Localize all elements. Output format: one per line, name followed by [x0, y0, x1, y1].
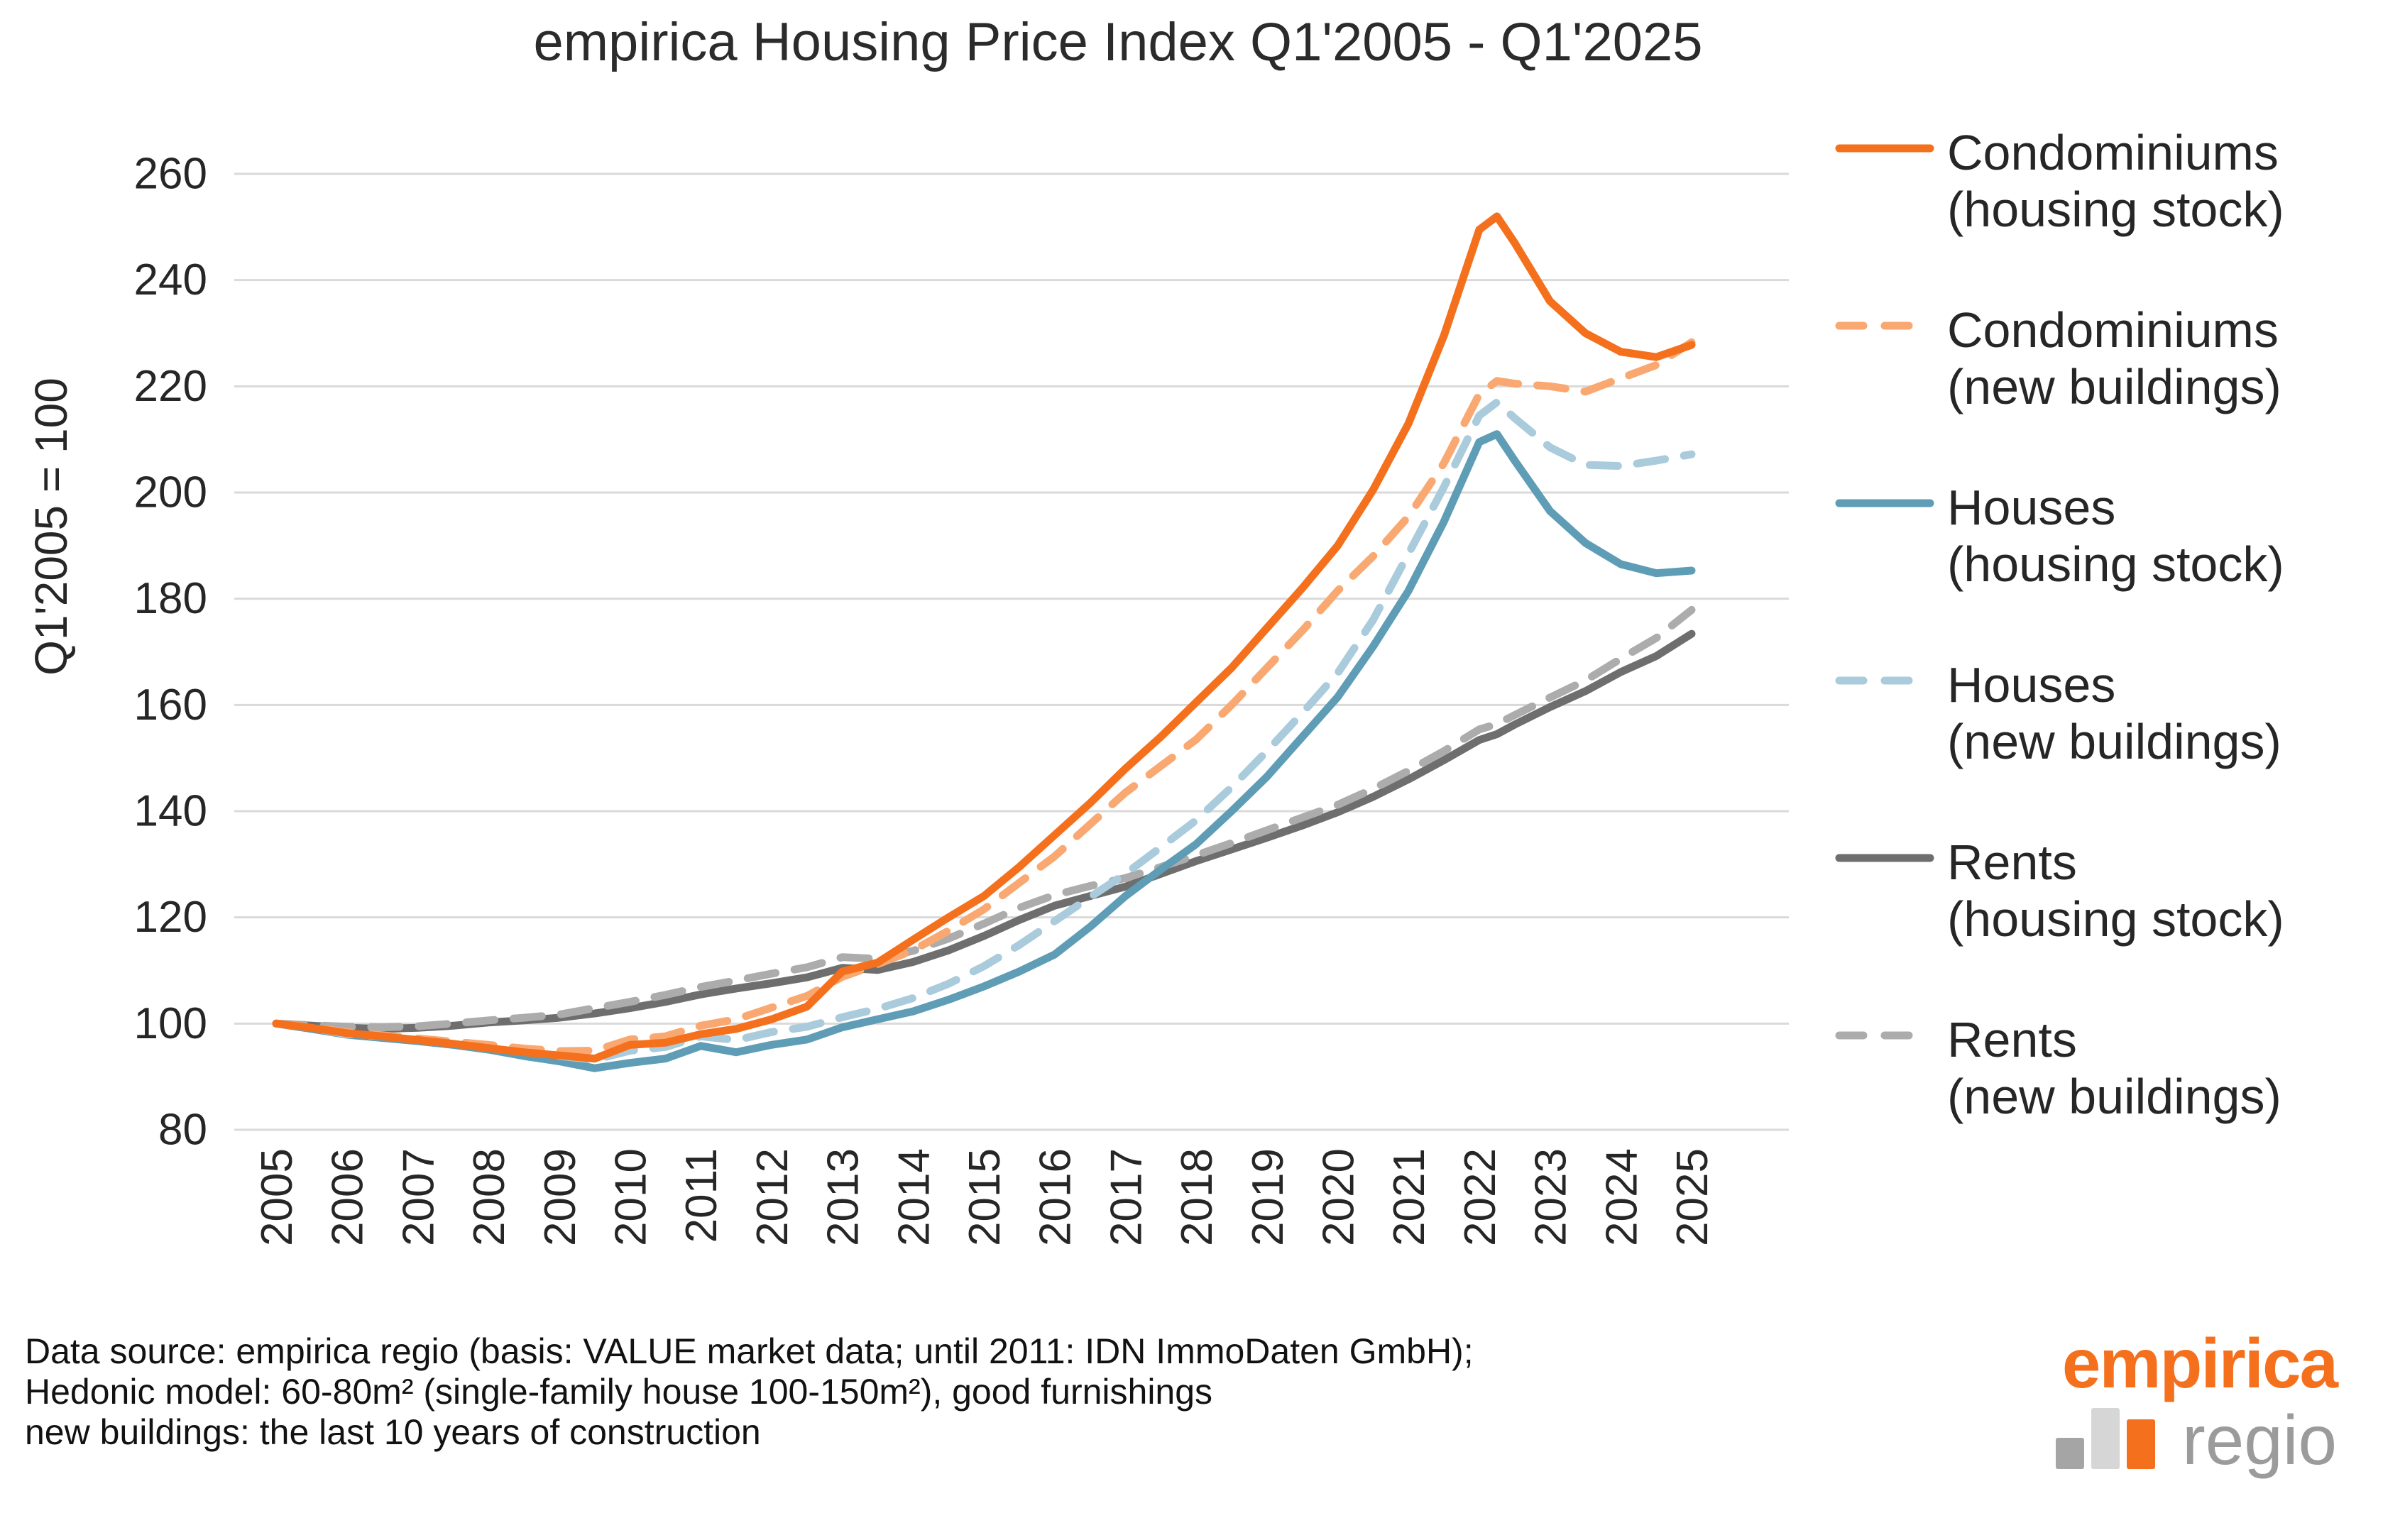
- x-tick-label: 2007: [394, 1148, 443, 1246]
- legend-swatch: [1835, 854, 1934, 862]
- bar-chart-icon: [2056, 1408, 2156, 1475]
- legend-label-name: Houses: [1947, 657, 2116, 713]
- legend-swatch: [1835, 676, 1934, 685]
- legend-label-sub: (housing stock): [1947, 537, 2284, 592]
- y-tick-label: 200: [134, 468, 207, 517]
- x-tick-label: 2019: [1244, 1148, 1293, 1246]
- x-tick-label: 2025: [1668, 1148, 1717, 1246]
- legend-label-sub: (housing stock): [1947, 182, 2284, 237]
- y-tick-label: 140: [134, 787, 207, 836]
- chart-title: empirica Housing Price Index Q1'2005 - Q…: [533, 12, 1703, 72]
- empirica-regio-logo: empirica regio: [2056, 1324, 2338, 1479]
- x-tick-label: 2006: [324, 1148, 373, 1246]
- x-tick-label: 2013: [819, 1148, 868, 1246]
- x-tick-label: 2005: [253, 1148, 302, 1246]
- legend-label-name: Rents: [1947, 1012, 2077, 1067]
- logo-wordmark: empirica: [2061, 1324, 2338, 1402]
- legend-label: Rents (new buildings): [1947, 1011, 2281, 1125]
- legend-label-sub: (housing stock): [1947, 891, 2284, 947]
- legend-label-sub: (new buildings): [1947, 714, 2281, 769]
- legend-label-sub: (new buildings): [1947, 359, 2281, 414]
- x-tick-label: 2011: [677, 1148, 726, 1243]
- legend-label-name: Houses: [1947, 480, 2116, 535]
- legend-label: Houses (new buildings): [1947, 656, 2281, 770]
- legend-swatch: [1835, 144, 1934, 153]
- x-tick-label: 2016: [1031, 1148, 1080, 1246]
- x-tick-label: 2021: [1385, 1148, 1434, 1246]
- series-line-condominiums-housing-stock: [272, 212, 1696, 1063]
- legend-label: Condominiums (new buildings): [1947, 302, 2281, 415]
- legend-label: Rents (housing stock): [1947, 834, 2284, 947]
- footer-line-3: new buildings: the last 10 years of cons…: [25, 1412, 761, 1452]
- legend-item-houses-new: Houses (new buildings): [1835, 656, 2281, 770]
- x-tick-label: 2022: [1456, 1148, 1505, 1246]
- y-tick-label: 180: [134, 574, 207, 623]
- y-tick-label: 260: [134, 150, 207, 199]
- legend-swatch: [1835, 499, 1934, 507]
- y-axis-label: Q1'2005 = 100: [26, 378, 77, 676]
- legend-item-condominiums-new: Condominiums (new buildings): [1835, 302, 2281, 415]
- bar-icon-small: [2056, 1438, 2085, 1469]
- footer-note: Data source: empirica regio (basis: VALU…: [25, 1331, 1842, 1453]
- x-tick-label: 2018: [1173, 1148, 1222, 1246]
- legend-item-houses-stock: Houses (housing stock): [1835, 479, 2284, 593]
- series-line-rents-new-buildings: [272, 605, 1696, 1032]
- y-tick-label: 80: [158, 1106, 207, 1155]
- legend-swatch: [1835, 1031, 1934, 1040]
- x-tick-label: 2008: [465, 1148, 514, 1246]
- legend-swatch: [1835, 321, 1934, 330]
- y-tick-label: 160: [134, 681, 207, 730]
- legend-label: Houses (housing stock): [1947, 479, 2284, 593]
- x-tick-label: 2015: [960, 1148, 1009, 1246]
- logo-sub-wordmark: regio: [2182, 1401, 2337, 1479]
- x-tick-label: 2017: [1102, 1148, 1151, 1246]
- legend-label: Condominiums (housing stock): [1947, 124, 2284, 238]
- x-tick-label: 2010: [607, 1148, 656, 1246]
- series-line-houses-housing-stock: [272, 430, 1696, 1072]
- legend-label-name: Rents: [1947, 835, 2077, 890]
- y-tick-label: 220: [134, 362, 207, 411]
- x-tick-label: 2012: [748, 1148, 797, 1246]
- y-tick-label: 100: [134, 999, 207, 1048]
- x-tick-label: 2024: [1597, 1148, 1646, 1246]
- y-tick-label: 240: [134, 255, 207, 304]
- legend-label-sub: (new buildings): [1947, 1069, 2281, 1124]
- footer-line-2: Hedonic model: 60-80m² (single-family ho…: [25, 1372, 1213, 1412]
- bar-icon-tall: [2091, 1408, 2120, 1469]
- footer-line-1: Data source: empirica regio (basis: VALU…: [25, 1331, 1474, 1371]
- legend-item-rents-new: Rents (new buildings): [1835, 1011, 2281, 1125]
- legend-item-rents-stock: Rents (housing stock): [1835, 834, 2284, 947]
- legend-item-condominiums-stock: Condominiums (housing stock): [1835, 124, 2284, 238]
- legend-label-name: Condominiums: [1947, 125, 2279, 180]
- x-tick-label: 2023: [1527, 1148, 1576, 1246]
- y-tick-label: 120: [134, 893, 207, 942]
- x-tick-label: 2020: [1315, 1148, 1364, 1246]
- x-tick-label: 2009: [536, 1148, 585, 1246]
- bar-icon-orange: [2127, 1419, 2156, 1469]
- legend-label-name: Condominiums: [1947, 302, 2279, 358]
- x-tick-label: 2014: [889, 1148, 938, 1246]
